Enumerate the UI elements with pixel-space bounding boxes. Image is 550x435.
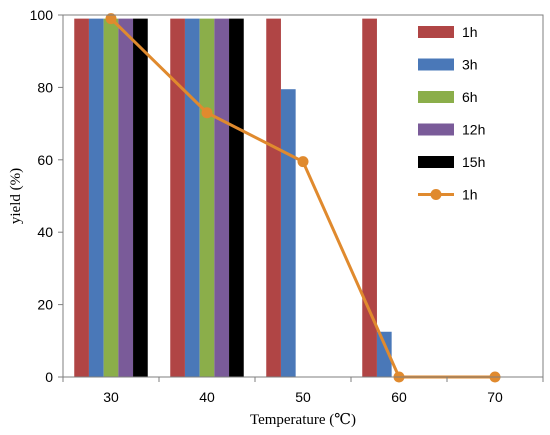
legend-item: 1h <box>418 187 478 203</box>
y-tick-label: 80 <box>37 79 53 95</box>
legend-label: 3h <box>462 57 478 73</box>
bar <box>376 331 392 377</box>
bar <box>118 18 134 378</box>
x-axis-label: Temperature (℃) <box>250 412 356 428</box>
bar <box>199 18 215 378</box>
bar <box>103 18 119 378</box>
legend-swatch <box>418 26 454 38</box>
legend-label: 1h <box>462 24 478 40</box>
bar <box>74 18 89 378</box>
legend-swatch <box>418 91 454 103</box>
legend-label: 15h <box>462 154 485 170</box>
legend: 1h 3h 6h 12h 15h 1h <box>418 24 485 203</box>
line-point <box>297 156 309 168</box>
legend-marker <box>430 189 442 200</box>
bar <box>280 89 296 378</box>
line-point <box>201 107 213 119</box>
legend-item: 6h <box>418 89 478 105</box>
bar <box>88 18 104 378</box>
bars-layer <box>74 18 392 378</box>
y-tick-label: 0 <box>45 369 53 385</box>
x-tick-label: 30 <box>103 389 119 405</box>
legend-label: 12h <box>462 122 485 138</box>
y-tick-label: 60 <box>37 152 53 168</box>
legend-item: 15h <box>418 154 485 170</box>
bar <box>133 18 148 378</box>
bar <box>184 18 200 378</box>
legend-swatch <box>418 123 454 136</box>
legend-label: 1h <box>462 187 478 203</box>
bar <box>214 18 230 378</box>
x-tick-label: 60 <box>391 389 407 405</box>
ticks-layer: 0 20 40 60 80 100 30 40 50 60 70 <box>30 7 544 405</box>
legend-swatch <box>418 58 454 71</box>
y-axis-label: yield (%) <box>8 168 24 224</box>
y-tick-label: 20 <box>37 297 53 313</box>
x-tick-label: 50 <box>295 389 311 405</box>
x-tick-label: 40 <box>199 389 215 405</box>
plot-border <box>62 14 544 378</box>
bar <box>229 18 244 378</box>
legend-item: 1h <box>418 24 478 40</box>
bar <box>266 18 281 378</box>
legend-label: 6h <box>462 89 478 105</box>
bar <box>170 18 185 378</box>
line-point <box>105 13 117 25</box>
legend-item: 3h <box>418 57 478 73</box>
x-tick-label: 70 <box>487 389 503 405</box>
y-tick-label: 40 <box>37 224 53 240</box>
legend-swatch <box>418 156 454 168</box>
axes-layer <box>62 14 544 378</box>
bar <box>362 18 377 378</box>
legend-item: 12h <box>418 122 485 138</box>
y-tick-label: 100 <box>30 7 54 23</box>
